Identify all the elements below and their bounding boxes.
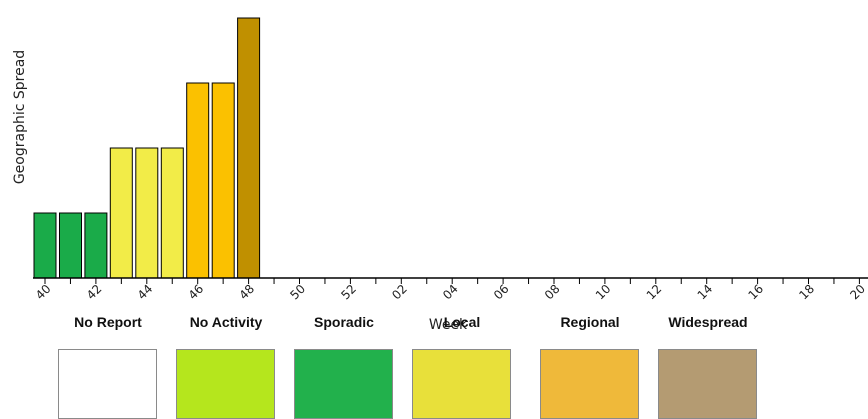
legend-swatch: [658, 349, 757, 419]
x-tick-label: 48: [236, 282, 257, 303]
bar-week-47: [211, 82, 235, 279]
x-tick-label: 12: [644, 282, 665, 303]
legend-label: Regional: [560, 314, 620, 330]
bar-week-43: [109, 147, 133, 279]
bar-week-46: [186, 82, 210, 279]
legend-label: No Activity: [189, 314, 263, 330]
legend-label: No Report: [74, 314, 142, 330]
x-tick-label: 06: [491, 282, 512, 303]
x-tick-label: 40: [33, 282, 54, 303]
legend-label: Widespread: [668, 314, 748, 330]
x-tick-label: 20: [847, 282, 868, 303]
x-tick-label: 04: [440, 282, 461, 303]
x-tick-label: 08: [542, 282, 563, 303]
bar-week-45: [160, 147, 184, 279]
bar-week-44: [135, 147, 159, 279]
x-tick-label: 50: [287, 282, 308, 303]
legend-swatch: [540, 349, 639, 419]
legend-swatch: [412, 349, 511, 419]
x-tick-label: 16: [745, 282, 766, 303]
x-tick-label: 18: [796, 282, 817, 303]
legend-label: Sporadic: [314, 314, 374, 330]
x-tick-label: 46: [186, 282, 207, 303]
x-tick-label: 52: [338, 282, 359, 303]
x-tick-label: 14: [695, 282, 716, 303]
legend-swatch: [294, 349, 393, 419]
legend-swatch: [58, 349, 157, 419]
y-axis-label: Geographic Spread: [12, 50, 28, 184]
bar-week-40: [33, 212, 57, 279]
bar-week-42: [84, 212, 108, 279]
x-axis-label: Week: [429, 317, 468, 333]
bars-group: [33, 17, 261, 279]
x-tick-label: 02: [389, 282, 410, 303]
bar-week-48: [237, 17, 261, 279]
x-tick-label: 42: [84, 282, 105, 303]
x-axis-ticks: 40 42 44 46 48 50 52 02 04 06 08 10 12 14 16 18 20: [33, 278, 868, 302]
legend-swatch: [176, 349, 275, 419]
x-tick-label: 44: [135, 282, 156, 303]
bar-week-41: [59, 212, 82, 279]
x-tick-label: 10: [593, 282, 614, 303]
legend-label: Local: [443, 314, 481, 330]
